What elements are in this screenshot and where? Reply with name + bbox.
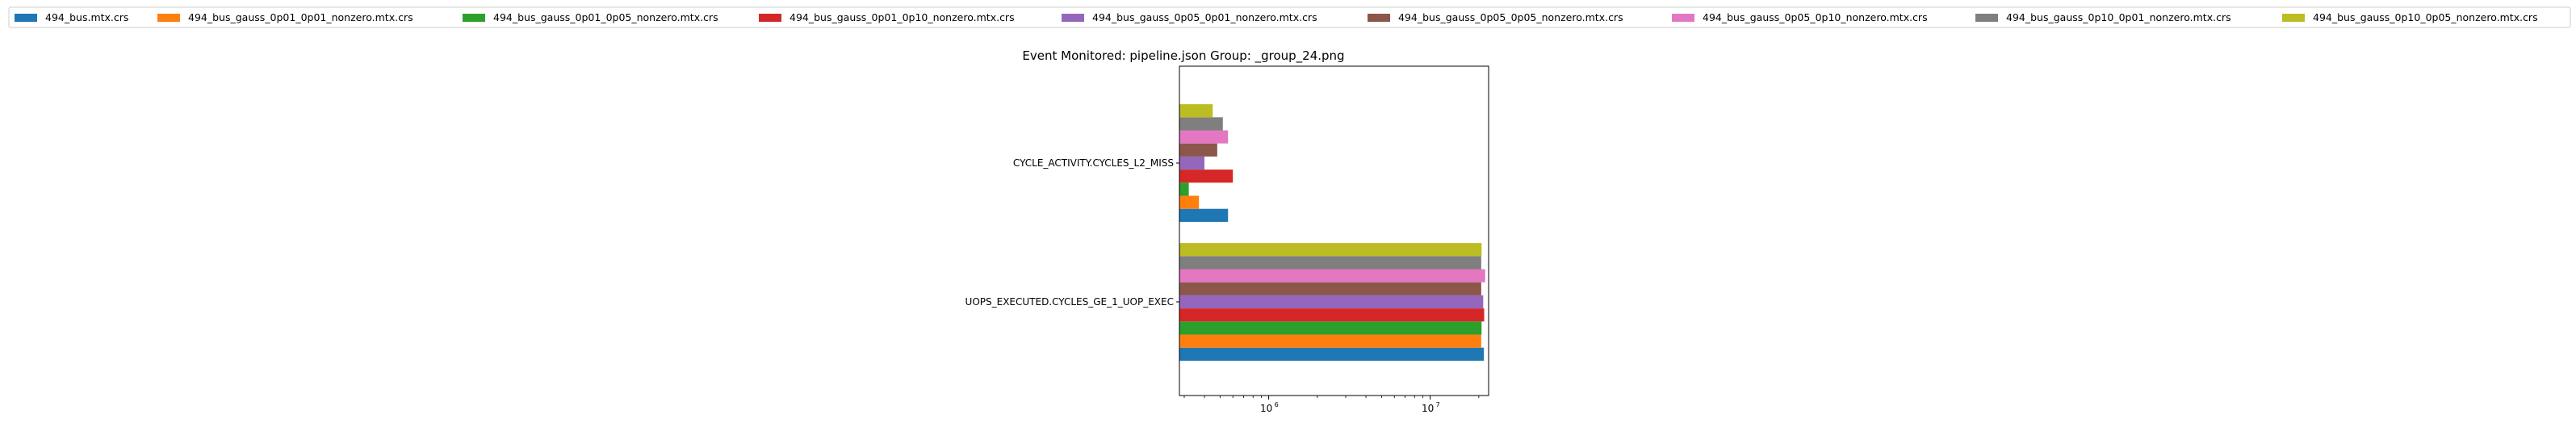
legend-label: 494_bus_gauss_0p01_0p05_nonzero.mtx.crs — [493, 11, 718, 23]
legend-swatch — [1062, 14, 1084, 22]
plot-frame — [1179, 65, 1489, 396]
y-tick-label: UOPS_EXECUTED.CYCLES_GE_1_UOP_EXEC — [965, 296, 1174, 308]
bar-1-7 — [1179, 256, 1481, 270]
bar-0-2 — [1179, 182, 1189, 196]
bar-0-4 — [1179, 156, 1204, 170]
bar-0-8 — [1179, 104, 1213, 118]
legend-swatch — [15, 14, 37, 22]
x-axis: 10 6 10 7 — [1183, 396, 1480, 414]
legend-swatch — [1368, 14, 1390, 22]
legend-swatch — [1975, 14, 1998, 22]
legend-label: 494_bus_gauss_0p05_0p01_nonzero.mtx.crs — [1092, 11, 1317, 23]
legend-swatch — [463, 14, 485, 22]
legend-label: 494_bus.mtx.crs — [45, 11, 128, 23]
bar-0-0 — [1179, 208, 1229, 222]
legend: 494_bus.mtx.crs 494_bus_gauss_0p01_0p01_n… — [15, 11, 2538, 23]
legend-label: 494_bus_gauss_0p10_0p01_nonzero.mtx.crs — [2006, 11, 2231, 23]
bar-0-7 — [1179, 117, 1223, 131]
bar-0-6 — [1179, 130, 1229, 144]
legend-box — [8, 6, 2571, 28]
bar-0-5 — [1179, 143, 1217, 157]
x-tick-label: 10 — [1260, 403, 1272, 414]
legend-label: 494_bus_gauss_0p01_0p10_nonzero.mtx.crs — [790, 11, 1015, 23]
bar-0-1 — [1179, 195, 1200, 209]
bar-1-8 — [1179, 243, 1482, 257]
legend-label: 494_bus_gauss_0p05_0p10_nonzero.mtx.crs — [1703, 11, 1928, 23]
x-tick-label: 10 — [1422, 403, 1434, 414]
chart-title: Event Monitored: pipeline.json Group: _g… — [1022, 48, 1344, 64]
y-tick-label: CYCLE_ACTIVITY.CYCLES_L2_MISS — [1013, 157, 1174, 169]
legend-swatch — [1672, 14, 1694, 22]
bar-1-4 — [1179, 295, 1484, 309]
bar-1-5 — [1179, 282, 1481, 295]
legend-label: 494_bus_gauss_0p05_0p05_nonzero.mtx.crs — [1398, 11, 1623, 23]
bar-1-3 — [1179, 308, 1485, 322]
legend-label: 494_bus_gauss_0p10_0p05_nonzero.mtx.crs — [2313, 11, 2538, 23]
legend-label: 494_bus_gauss_0p01_0p01_nonzero.mtx.crs — [188, 11, 413, 23]
legend-swatch — [2282, 14, 2305, 22]
bars-layer — [1179, 104, 1485, 361]
bar-0-3 — [1179, 170, 1234, 183]
bar-1-2 — [1179, 321, 1482, 335]
x-tick-exponent: 7 — [1436, 401, 1440, 408]
x-tick-exponent: 6 — [1275, 401, 1279, 408]
legend-swatch — [157, 14, 180, 22]
bar-1-1 — [1179, 334, 1481, 348]
legend-swatch — [759, 14, 781, 22]
y-axis: CYCLE_ACTIVITY.CYCLES_L2_MISS UOPS_EXECUT… — [965, 157, 1179, 308]
bar-1-6 — [1179, 269, 1485, 283]
bar-1-0 — [1179, 347, 1485, 361]
